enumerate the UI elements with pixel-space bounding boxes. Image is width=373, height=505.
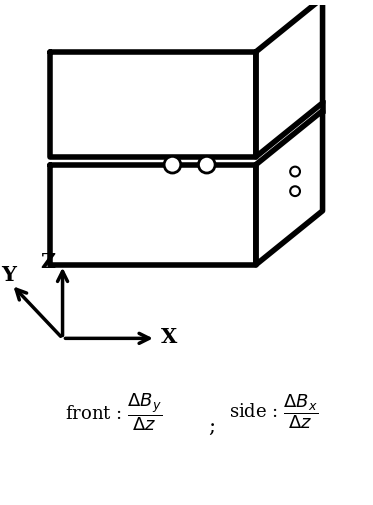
Text: front : $\dfrac{\Delta B_y}{\Delta z}$: front : $\dfrac{\Delta B_y}{\Delta z}$	[65, 391, 162, 433]
Text: ;: ;	[208, 417, 215, 436]
Circle shape	[164, 157, 181, 173]
Text: Y: Y	[1, 265, 16, 285]
Text: Z: Z	[40, 252, 56, 272]
Circle shape	[290, 186, 300, 196]
Text: side : $\dfrac{\Delta B_x}{\Delta z}$: side : $\dfrac{\Delta B_x}{\Delta z}$	[229, 392, 319, 431]
Circle shape	[290, 167, 300, 176]
Text: X: X	[161, 327, 178, 347]
Circle shape	[198, 157, 215, 173]
